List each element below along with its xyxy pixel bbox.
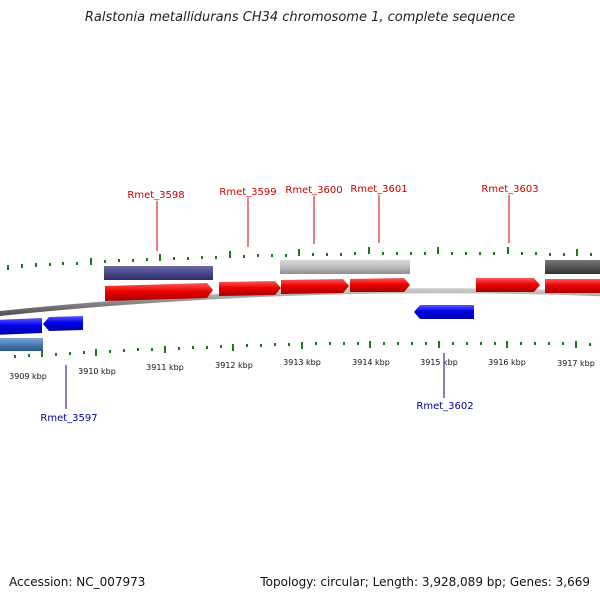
gene-label: Rmet_3599 — [219, 187, 276, 198]
gene-label: Rmet_3597 — [40, 413, 97, 424]
tick-label: 3916 kbp — [488, 358, 526, 367]
gene-arrow — [43, 316, 83, 331]
gene-arrow — [281, 279, 349, 294]
tick-label: 3911 kbp — [146, 363, 184, 372]
tick-label: 3912 kbp — [215, 361, 253, 370]
gene-label: Rmet_3600 — [285, 185, 342, 196]
feature-bar — [545, 260, 600, 274]
gene-arrow — [414, 305, 474, 319]
reverse-genes — [0, 305, 474, 335]
gene-arrow — [105, 283, 213, 301]
gene-label: Rmet_3598 — [127, 190, 184, 201]
gene-arrow — [219, 281, 281, 296]
gene-arrow — [476, 278, 540, 292]
tick-label: 3913 kbp — [283, 358, 321, 367]
label-leaders — [65, 195, 510, 409]
gene-arrow — [350, 278, 410, 292]
outer-tick-ring — [7, 247, 592, 270]
accession-text: Accession: NC_007973 — [9, 575, 146, 589]
feature-track-inner — [0, 338, 43, 351]
tick-label: 3914 kbp — [352, 358, 390, 367]
feature-bar — [0, 338, 43, 351]
gene-label: Rmet_3601 — [350, 184, 407, 195]
forward-genes — [105, 278, 600, 301]
gene-arrow — [545, 279, 600, 293]
gene-arrow — [0, 318, 42, 335]
gene-label: Rmet_3602 — [416, 401, 473, 412]
gene-labels: Rmet_3598 Rmet_3599 Rmet_3600 Rmet_3601 … — [40, 184, 538, 424]
tick-label: 3910 kbp — [78, 367, 116, 376]
gene-label: Rmet_3603 — [481, 184, 538, 195]
scale-labels: 3909 kbp 3910 kbp 3911 kbp 3912 kbp 3913… — [9, 358, 595, 381]
map-title: Ralstonia metallidurans CH34 chromosome … — [84, 10, 516, 25]
tick-label: 3909 kbp — [9, 372, 47, 381]
inner-tick-ring — [14, 341, 591, 358]
genome-summary-text: Topology: circular; Length: 3,928,089 bp… — [260, 575, 590, 589]
chromosome-backbone — [0, 288, 600, 317]
feature-track-outer — [104, 260, 600, 280]
tick-label: 3915 kbp — [420, 358, 458, 367]
tick-label: 3917 kbp — [557, 359, 595, 368]
feature-bar — [104, 266, 213, 280]
feature-bar — [280, 260, 410, 274]
